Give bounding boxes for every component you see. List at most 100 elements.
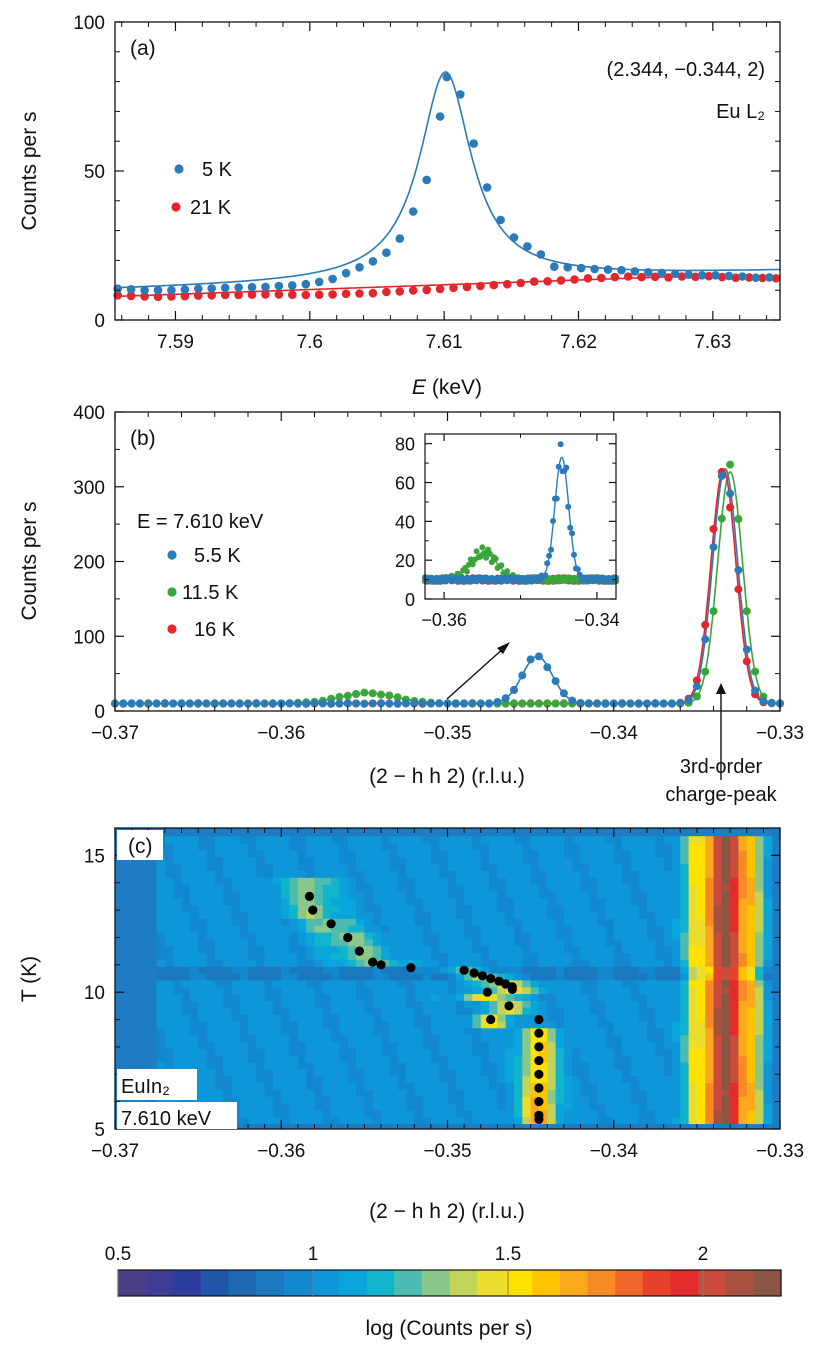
data-point-55k [568, 696, 577, 705]
heatmap-cell [322, 911, 332, 919]
heatmap-cell [530, 932, 540, 940]
heatmap-cell [663, 1068, 673, 1077]
inset-data-point-115k [473, 548, 480, 555]
heatmap-cell [721, 1089, 731, 1097]
heatmap-cell [264, 1096, 274, 1104]
heatmap-cell [746, 884, 756, 892]
heatmap-cell [322, 890, 332, 899]
heatmap-cell [397, 877, 407, 885]
heatmap-cell [256, 1041, 266, 1049]
heatmap-cell [447, 986, 457, 995]
heatmap-cell [289, 973, 299, 981]
data-point-21k [382, 287, 391, 297]
heatmap-cell [389, 1116, 399, 1125]
data-point-55k [676, 699, 685, 707]
heatmap-cell [514, 877, 523, 885]
heatmap-cell [480, 911, 490, 919]
heatmap-cell [173, 1041, 183, 1049]
heatmap-cell [189, 1000, 199, 1008]
heatmap-cell [497, 932, 507, 940]
heatmap-cell [439, 1041, 449, 1049]
heatmap-cell [156, 973, 166, 981]
heatmap-cell [580, 1014, 590, 1022]
heatmap-cell [588, 863, 598, 871]
heatmap-cell [447, 836, 457, 844]
heatmap-cell [696, 897, 706, 906]
heatmap-cell [405, 1007, 415, 1015]
panel-b-xlabel: (2 − h h 2) (r.l.u.) [369, 765, 525, 788]
heatmap-cell [730, 843, 739, 851]
heatmap-cell [763, 843, 773, 851]
heatmap-cell [763, 979, 773, 988]
heatmap-cell [721, 966, 731, 974]
heatmap-cell [663, 938, 673, 947]
data-point-55k [227, 699, 236, 708]
heatmap-cell [763, 945, 773, 954]
heatmap-cell [297, 1116, 307, 1125]
heatmap-cell [522, 1062, 532, 1070]
heatmap-cell [696, 1014, 706, 1022]
colorbar-swatch [256, 1270, 285, 1296]
heatmap-cell [738, 1103, 748, 1111]
heatmap-cell [389, 1027, 399, 1036]
heatmap-cell [289, 877, 299, 885]
heatmap-cell [447, 904, 457, 912]
heatmap-cell [389, 863, 399, 871]
heatmap-cell [680, 870, 690, 878]
heatmap-cell [239, 849, 249, 858]
heatmap-cell [622, 836, 631, 844]
heatmap-cell [156, 1034, 166, 1042]
panel-b-y-tick-label: 200 [73, 553, 105, 574]
heatmap-cell [447, 1082, 457, 1090]
heatmap-cell [713, 993, 723, 1001]
heatmap-cell [372, 1020, 382, 1029]
heatmap-cell [181, 904, 191, 912]
heatmap-cell [422, 1048, 432, 1056]
heatmap-cell [322, 849, 332, 858]
heatmap-cell [505, 918, 515, 926]
heatmap-cell [430, 925, 440, 933]
heatmap-cell [630, 1096, 640, 1104]
heatmap-cell [414, 870, 424, 878]
heatmap-cell [580, 1020, 590, 1029]
heatmap-cell [239, 973, 249, 981]
heatmap-cell [439, 884, 449, 892]
heatmap-cell [755, 993, 764, 1001]
heatmap-cell [272, 870, 282, 878]
heatmap-cell [671, 890, 681, 899]
colorbar-swatch [532, 1270, 561, 1296]
heatmap-cell [339, 856, 349, 865]
heatmap-cell [721, 877, 731, 885]
data-point-55k [202, 699, 211, 708]
heatmap-cell [638, 1034, 648, 1042]
heatmap-cell [414, 979, 424, 988]
heatmap-cell [730, 918, 739, 926]
heatmap-cell [297, 973, 307, 981]
heatmap-cell [381, 945, 390, 954]
heatmap-cell [289, 856, 299, 865]
heatmap-cell [538, 1020, 548, 1029]
heatmap-cell [447, 843, 457, 851]
heatmap-cell [746, 918, 756, 926]
heatmap-cell [497, 904, 507, 912]
heatmap-cell [696, 918, 706, 926]
heatmap-cell [671, 1014, 681, 1022]
heatmap-cell [231, 966, 241, 974]
heatmap-cell [173, 897, 183, 906]
heatmap-cell [439, 945, 449, 954]
heatmap-cell [389, 1109, 399, 1118]
data-point-55k [684, 696, 693, 705]
heatmap-cell [464, 897, 473, 906]
heatmap-cell [688, 1096, 698, 1104]
heatmap-cell [389, 952, 399, 960]
heatmap-cell [223, 1041, 232, 1049]
heatmap-cell [464, 945, 473, 954]
heatmap-cell [164, 925, 174, 933]
heatmap-cell [547, 932, 557, 940]
heatmap-cell [613, 966, 623, 974]
heatmap-cell [447, 1041, 457, 1049]
heatmap-cell [381, 1089, 390, 1097]
heatmap-cell [563, 979, 573, 988]
heatmap-cell [497, 1048, 507, 1056]
heatmap-cell [696, 836, 706, 844]
